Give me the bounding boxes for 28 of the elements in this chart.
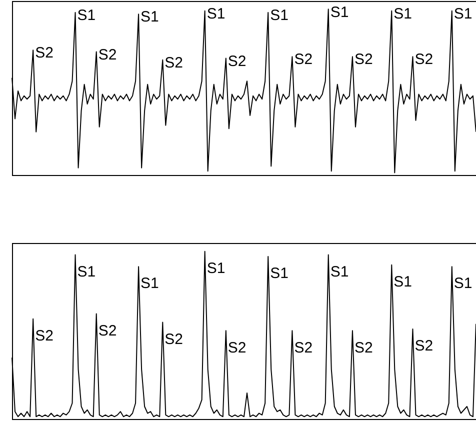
annotation: S2: [294, 51, 313, 68]
annotation: S2: [228, 52, 246, 70]
annotation: S1: [394, 5, 412, 22]
annotation: S2: [35, 328, 54, 344]
annotation: S2: [164, 330, 184, 348]
annotation: S1: [140, 275, 159, 292]
annotation: S1: [77, 7, 96, 24]
annotation: S2: [98, 46, 117, 64]
annotation: S1: [454, 5, 472, 22]
annotation: S1: [270, 7, 288, 24]
annotation: S1: [330, 263, 349, 280]
annotation: S2: [354, 339, 373, 356]
annotation: S1: [394, 274, 412, 291]
annotation: S1: [77, 263, 96, 280]
annotation: S2: [354, 51, 373, 68]
annotation: S1: [330, 4, 349, 21]
annotation: S1: [206, 5, 226, 22]
annotation: S2: [414, 51, 434, 68]
annotation: S2: [228, 339, 246, 356]
annotation: S2: [35, 44, 54, 62]
annotation: S1: [454, 275, 472, 292]
annotation: S2: [414, 338, 434, 355]
annotation: S1: [270, 265, 288, 282]
annotation: S1: [206, 260, 226, 278]
annotation: S2: [164, 54, 184, 72]
annotation: S2: [294, 339, 313, 356]
annotation: S1: [140, 8, 159, 26]
annotation: S2: [98, 322, 117, 340]
